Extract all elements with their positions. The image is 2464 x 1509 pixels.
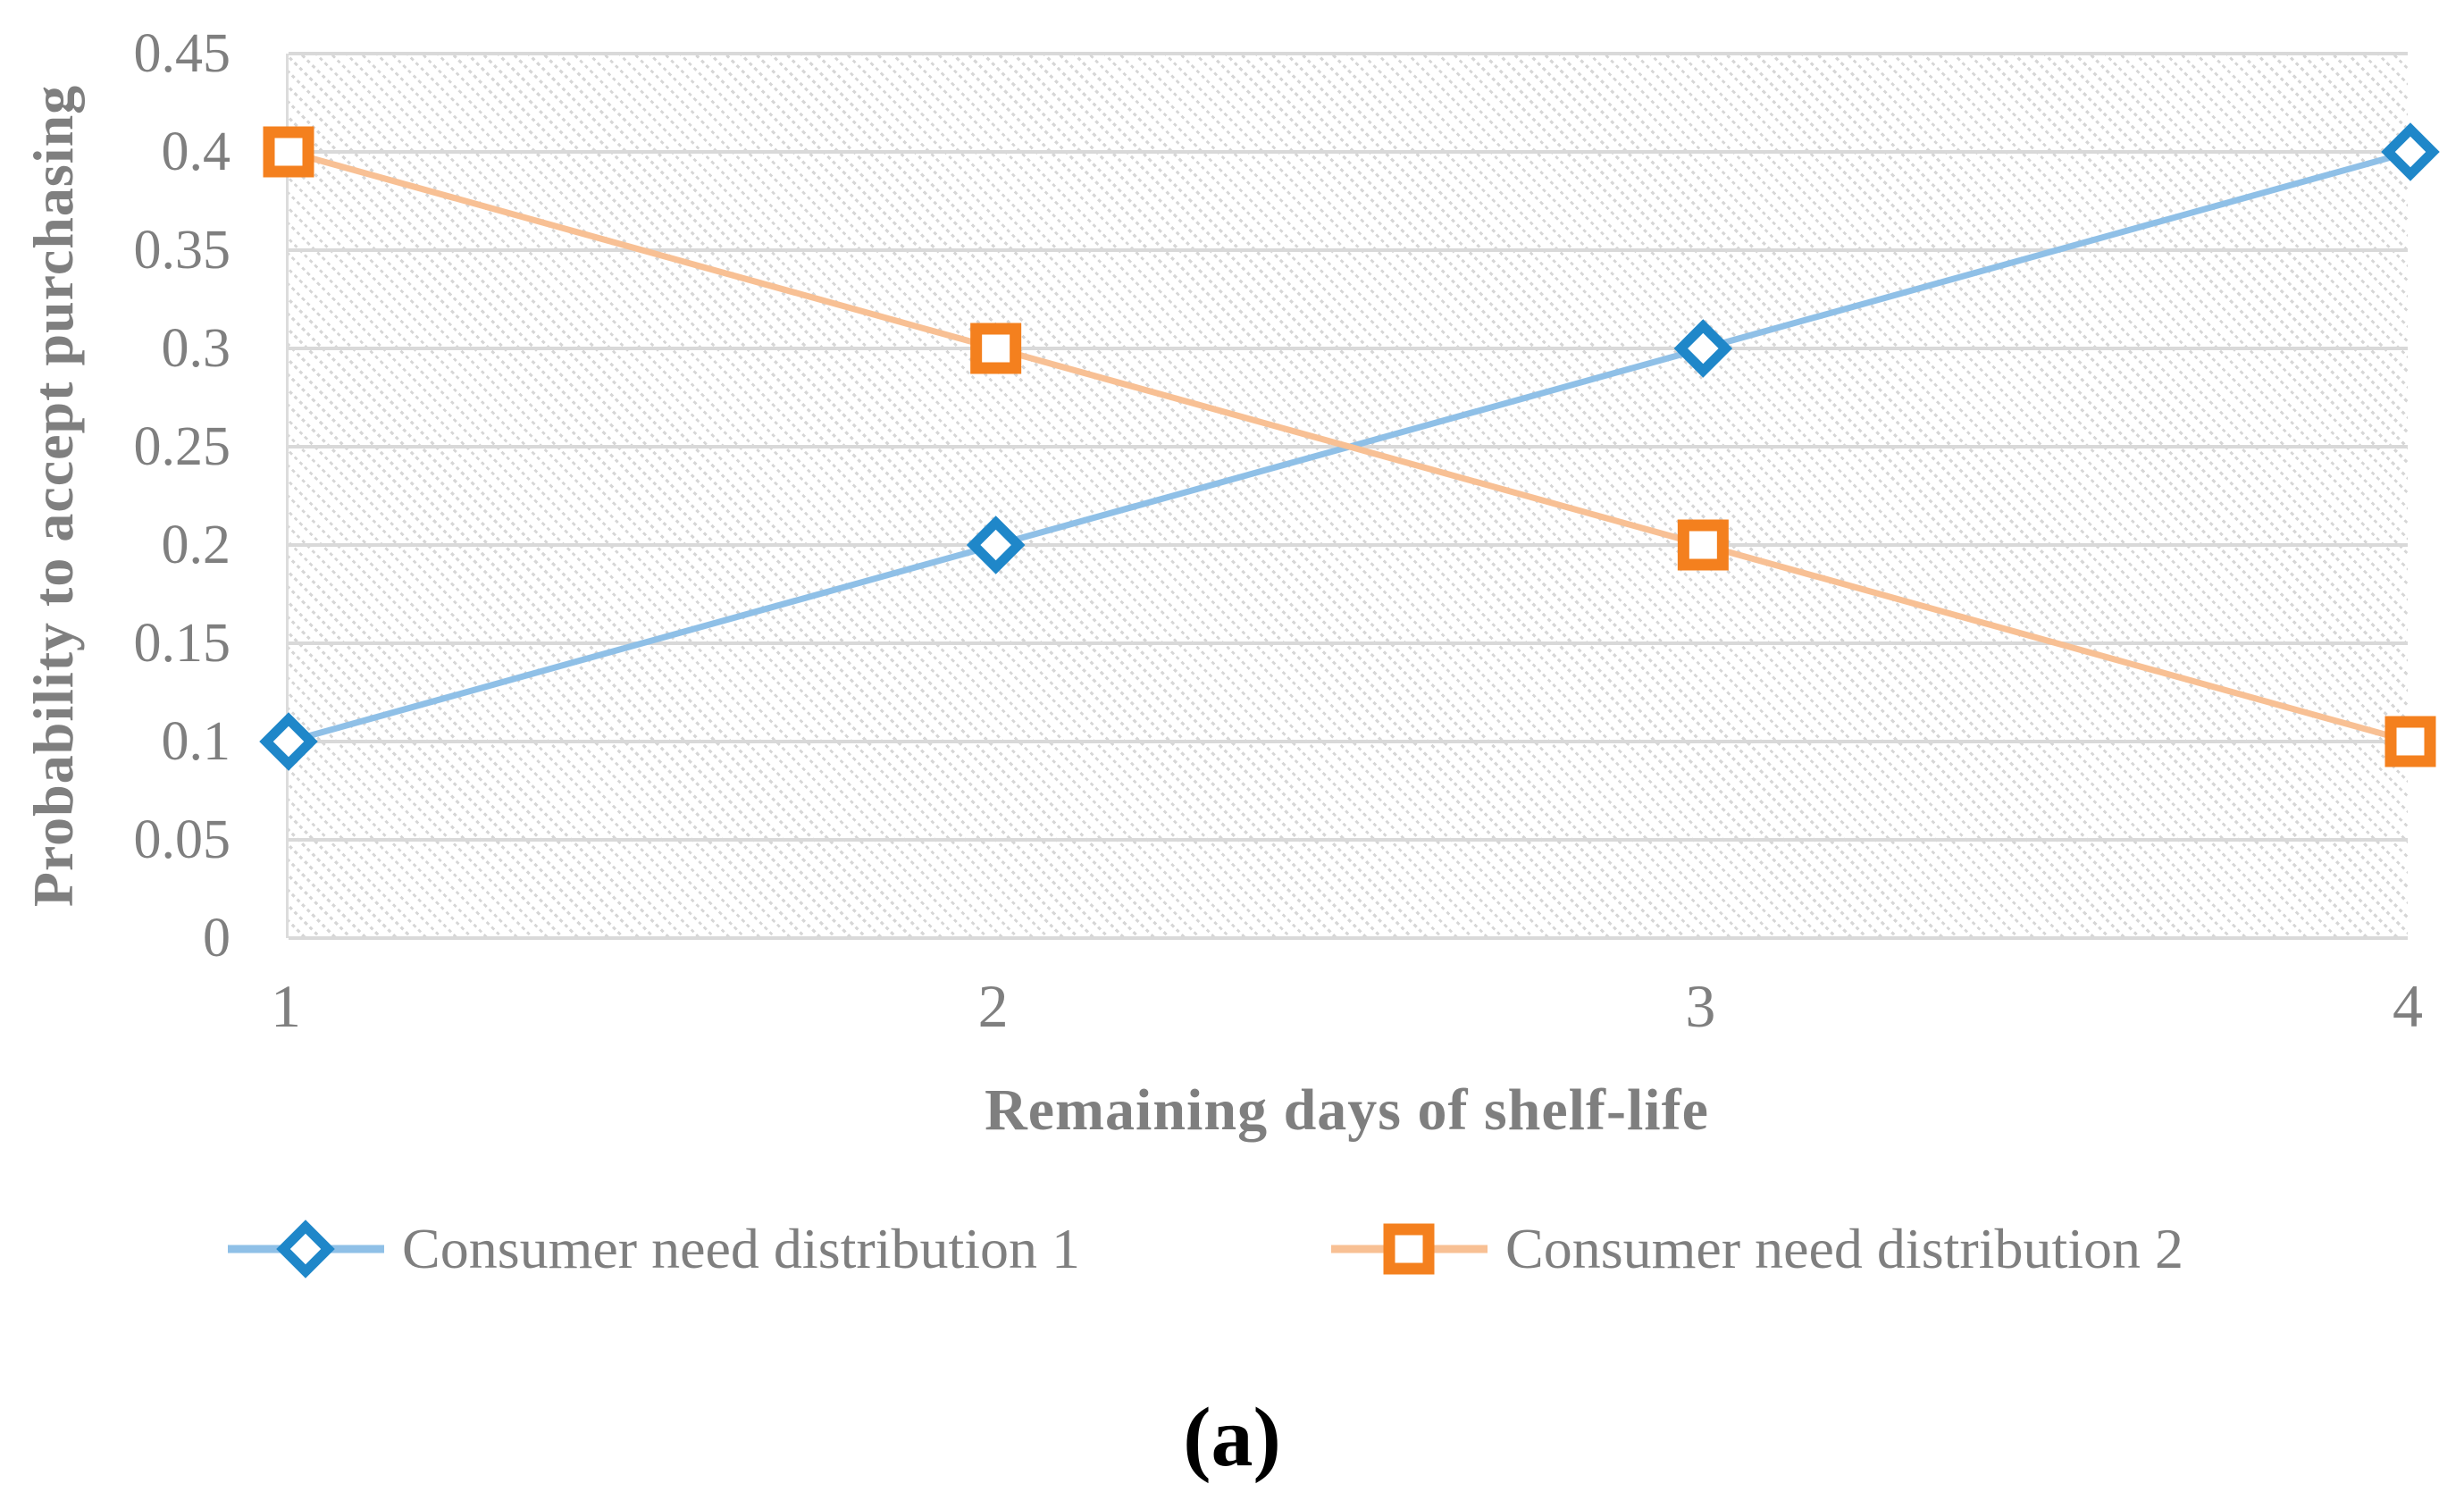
- gridline: [289, 52, 2408, 55]
- square-marker-icon: [2384, 716, 2436, 767]
- data-series-layer: [259, 122, 2440, 771]
- y-tick-label: 0.15: [133, 613, 231, 674]
- gridline: [289, 347, 2408, 350]
- y-tick-label: 0.35: [133, 220, 231, 281]
- y-tick-label: 0.4: [161, 122, 231, 182]
- gridline: [289, 641, 2408, 645]
- legend-label-series-1: Consumer need distribution 1: [402, 1217, 1081, 1280]
- diamond-marker-icon: [276, 1220, 335, 1278]
- diamond-marker-icon: [2381, 122, 2440, 181]
- gridline: [289, 543, 2408, 547]
- y-tick-label: 0: [203, 908, 230, 968]
- square-marker-icon: [970, 323, 1022, 374]
- square-marker-icon: [263, 126, 314, 178]
- series-line: [288, 148, 2411, 745]
- y-tick-label: 0.2: [161, 515, 231, 575]
- y-tick-label: 0.25: [133, 416, 231, 477]
- x-tick-label: 1: [271, 972, 301, 1040]
- diamond-marker-icon: [259, 712, 318, 771]
- x-tick-label: 4: [2393, 972, 2423, 1040]
- diamond-marker-icon: [966, 516, 1026, 574]
- y-axis-title: Probability to accept purchasing: [21, 84, 85, 908]
- x-axis-title: Remaining days of shelf-life: [985, 1077, 1709, 1143]
- plot-area: [259, 52, 2440, 940]
- x-tick-label: 2: [977, 972, 1009, 1040]
- diamond-marker-icon: [1673, 319, 1733, 378]
- y-tick-label: 0.05: [133, 809, 231, 870]
- figure-caption: (a): [1183, 1391, 1281, 1484]
- legend-item-series-1: Consumer need distribution 1: [228, 1208, 1080, 1290]
- square-marker-icon: [1383, 1223, 1435, 1275]
- y-tick-label: 0.3: [161, 318, 231, 379]
- legend-item-series-2: Consumer need distribution 2: [1331, 1208, 2183, 1290]
- y-tick-label: 0.1: [161, 711, 231, 772]
- gridline: [289, 150, 2408, 154]
- legend-marker-square-icon: [1331, 1223, 1488, 1275]
- y-tick-label: 0.45: [133, 23, 231, 84]
- gridline: [289, 936, 2408, 940]
- legend-marker-diamond-icon: [228, 1220, 384, 1278]
- legend-label-series-2: Consumer need distribution 2: [1505, 1217, 2184, 1280]
- gridline: [289, 838, 2408, 842]
- square-marker-icon: [1677, 519, 1729, 571]
- x-tick-label: 3: [1685, 972, 1716, 1040]
- gridline: [289, 740, 2408, 743]
- gridline: [289, 248, 2408, 252]
